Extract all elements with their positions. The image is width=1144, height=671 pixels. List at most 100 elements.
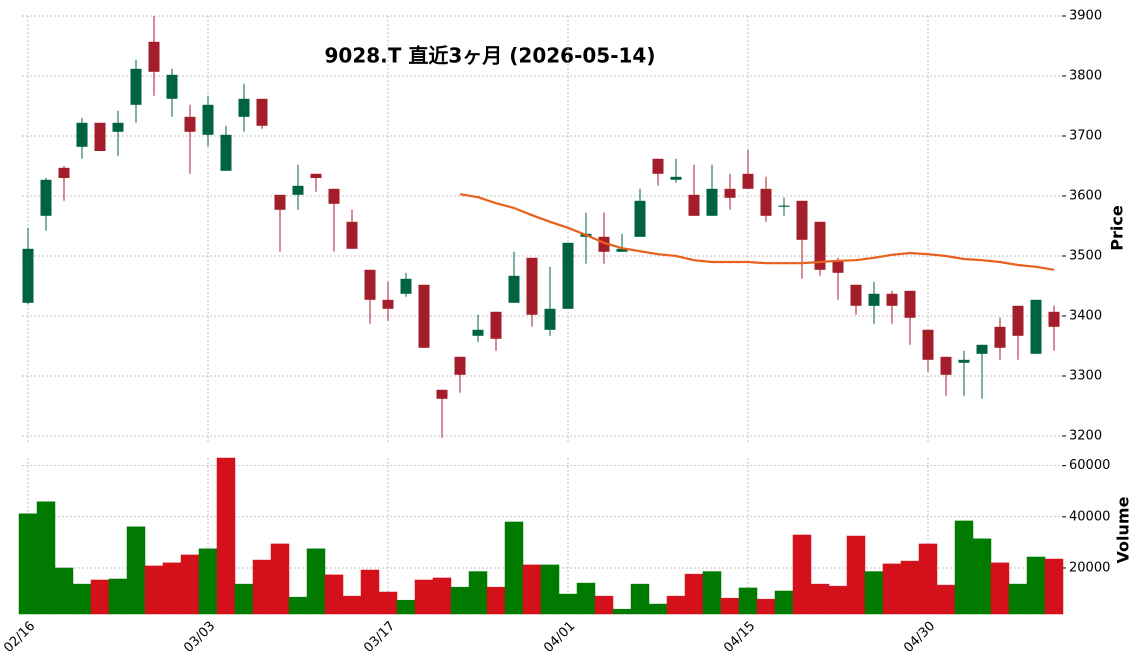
volume-bar xyxy=(450,586,470,615)
volume-bar xyxy=(108,578,128,615)
volume-bar xyxy=(540,564,560,615)
volume-bar xyxy=(900,560,920,615)
candle-body xyxy=(562,242,574,309)
candle-body xyxy=(616,248,628,252)
y-tick-label: 3700 xyxy=(1069,129,1102,144)
volume-bar xyxy=(414,579,434,615)
x-tick-label: 04/30 xyxy=(901,619,938,656)
candle-body xyxy=(832,260,844,273)
candle-body xyxy=(994,326,1006,348)
volume-bar xyxy=(90,579,110,615)
volume-bar xyxy=(558,593,578,615)
volume-bar xyxy=(360,569,380,615)
candle-body xyxy=(274,194,286,210)
volume-bar xyxy=(810,583,830,615)
volume-bar xyxy=(774,590,794,615)
x-tick-label: 03/03 xyxy=(181,619,218,656)
candle-body xyxy=(922,329,934,360)
x-tick-label: 03/17 xyxy=(361,619,398,656)
candle-body xyxy=(670,176,682,180)
y-tick-label: 3400 xyxy=(1069,309,1102,324)
volume-bar xyxy=(630,583,650,615)
volume-bar xyxy=(396,599,416,615)
y-tick-label: 20000 xyxy=(1069,560,1110,575)
volume-bar xyxy=(162,562,182,615)
candle-body xyxy=(688,194,700,216)
candle-body xyxy=(724,188,736,198)
candle-body xyxy=(310,173,322,178)
volume-bar xyxy=(990,562,1010,615)
volume-bar xyxy=(612,608,632,615)
x-tick-label: 04/15 xyxy=(721,619,758,656)
volume-bar xyxy=(864,571,884,615)
candle-body xyxy=(364,269,376,300)
candle-body xyxy=(796,200,808,240)
candle-body xyxy=(130,68,142,105)
volume-bar xyxy=(576,582,596,615)
y-tick-label: 3600 xyxy=(1069,189,1102,204)
candle-body xyxy=(904,290,916,318)
volume-bar xyxy=(1008,583,1028,615)
volume-bar xyxy=(72,583,92,615)
candle-body xyxy=(706,188,718,216)
volume-bar xyxy=(270,543,290,615)
candle-body xyxy=(346,221,358,249)
volume-bar xyxy=(666,595,686,615)
candle-body xyxy=(418,284,430,348)
candle-body xyxy=(940,356,952,375)
candle-body xyxy=(508,275,520,303)
candle-body xyxy=(778,205,790,207)
volume-bar xyxy=(180,554,200,615)
candle-body xyxy=(22,248,34,303)
volume-bar xyxy=(882,563,902,615)
y-tick-label: 3500 xyxy=(1069,249,1102,264)
volume-bar xyxy=(378,591,398,615)
candle-body xyxy=(490,311,502,339)
candle-body xyxy=(112,122,124,132)
volume-bar xyxy=(504,521,524,615)
candle-body xyxy=(400,278,412,294)
y-tick-label: 40000 xyxy=(1069,509,1110,524)
volume-bar xyxy=(720,597,740,615)
candle-body xyxy=(184,116,196,132)
candle-body xyxy=(292,185,304,195)
y-axis-label: Price xyxy=(1108,205,1127,251)
candle-body xyxy=(760,188,772,216)
candle-body xyxy=(220,134,232,171)
volume-bar xyxy=(1026,556,1046,615)
volume-bar xyxy=(486,586,506,615)
moving-average-line xyxy=(459,193,1055,271)
volume-bar xyxy=(288,596,308,615)
volume-bar xyxy=(432,577,452,615)
candle-body xyxy=(238,98,250,117)
candle-body xyxy=(1048,311,1060,327)
candle-body xyxy=(544,308,556,330)
volume-bar xyxy=(342,595,362,615)
candle-body xyxy=(166,74,178,99)
candle-body xyxy=(382,299,394,309)
volume-bar xyxy=(828,585,848,615)
volume-bar xyxy=(738,587,758,615)
volume-bar xyxy=(468,571,488,615)
volume-bar xyxy=(1044,558,1064,615)
chart-title: 9028.T 直近3ヶ月 (2026-05-14) xyxy=(325,44,656,68)
candle-body xyxy=(436,389,448,399)
volume-bar xyxy=(846,535,866,615)
volume-bar xyxy=(648,603,668,615)
candle-body xyxy=(634,200,646,237)
candle-body xyxy=(454,356,466,375)
volume-bar xyxy=(252,559,272,615)
y-tick-label: 60000 xyxy=(1069,458,1110,473)
y-tick-label: 3300 xyxy=(1069,369,1102,384)
volume-bar xyxy=(216,457,236,615)
volume-bar xyxy=(936,584,956,615)
candle-body xyxy=(886,293,898,306)
x-tick-label: 02/16 xyxy=(1,619,38,656)
candle-body xyxy=(1012,305,1024,336)
volume-bar xyxy=(702,571,722,615)
volume-bar xyxy=(234,583,254,615)
x-tick-label: 04/01 xyxy=(541,619,578,656)
volume-bar xyxy=(684,573,704,615)
volume-bar xyxy=(756,598,776,615)
